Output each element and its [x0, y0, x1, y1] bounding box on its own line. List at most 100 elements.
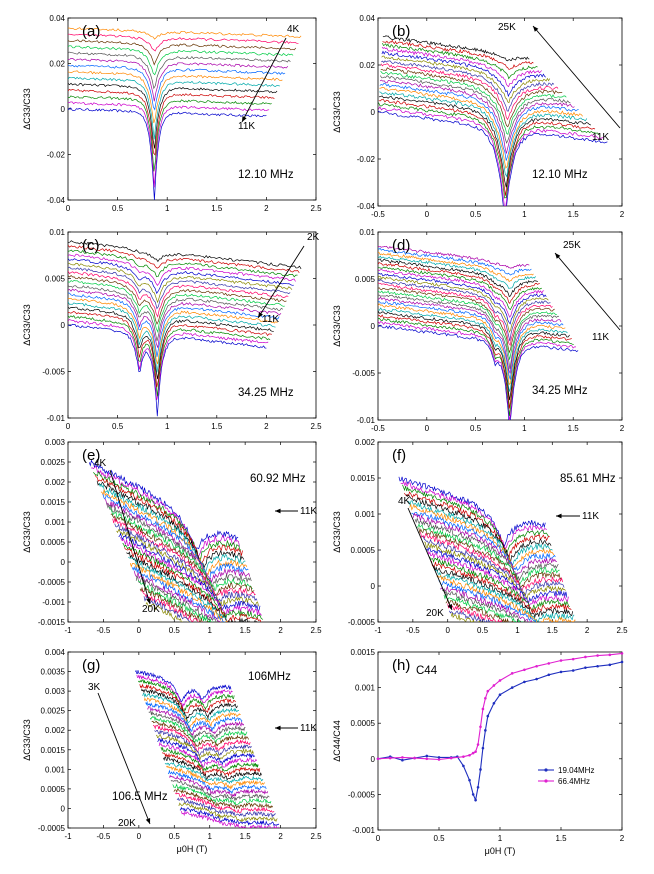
series-line	[409, 503, 555, 570]
y-tick-label: -0.0015	[38, 618, 66, 627]
arrow-line	[407, 507, 453, 611]
series-line	[68, 33, 299, 52]
series-line	[414, 517, 559, 582]
series-line	[378, 272, 547, 325]
x-tick-label: 1.5	[547, 626, 559, 635]
frequency-label: 106MHz	[248, 671, 291, 683]
data-point	[535, 677, 538, 681]
data-point	[468, 778, 471, 782]
series-line	[68, 76, 280, 140]
data-point	[401, 758, 404, 762]
series-line	[378, 279, 551, 342]
series-line	[443, 594, 523, 622]
data-point	[462, 764, 465, 768]
x-tick-label: 0	[425, 210, 430, 219]
y-tick-label: 0.005	[45, 275, 66, 284]
chart-panel-a: 0 0.5 1 1.5 2 2.5 -0.04 -0.02 0 0.02 0.04 ΔC33/C33 (…	[22, 14, 322, 213]
x-tick-label: 1	[165, 422, 170, 431]
series-line	[381, 50, 546, 98]
series-line	[141, 589, 204, 622]
y-axis-label: ΔC33/C33	[22, 88, 32, 130]
data-point	[486, 689, 490, 693]
x-tick-label: -0.5	[371, 210, 385, 219]
temperature-high-label: 4K	[94, 458, 107, 469]
series-line	[378, 317, 574, 417]
data-point	[559, 670, 563, 674]
series-line	[436, 574, 576, 622]
series-line	[425, 547, 568, 604]
panel-label: (f)	[392, 447, 406, 464]
y-tick-label: -0.04	[357, 202, 376, 211]
series-line	[147, 706, 245, 737]
series-line	[142, 692, 240, 724]
legend-entry: 19.04MHz	[558, 766, 594, 775]
temperature-high-label: 25K	[563, 240, 581, 251]
y-axis-label: ΔC33/C33	[332, 305, 342, 347]
x-tick-label: -1	[64, 626, 72, 635]
series-line	[157, 737, 256, 766]
y-tick-label: 0	[61, 105, 66, 114]
y-tick-label: 0.01	[359, 228, 375, 237]
data-point	[376, 757, 380, 761]
x-tick-label: 2.5	[310, 422, 322, 431]
data-point	[449, 756, 453, 760]
panel-label: (h)	[392, 657, 410, 674]
series-line	[172, 783, 272, 806]
data-point	[571, 669, 575, 672]
x-tick-label: 1	[515, 626, 520, 635]
series-line	[378, 110, 608, 206]
series-line	[163, 756, 262, 781]
x-tick-label: 2.5	[310, 832, 322, 841]
series-line	[379, 79, 575, 154]
y-tick-label: -0.0005	[348, 618, 376, 627]
series-line	[116, 528, 259, 607]
arrow-line	[241, 37, 287, 123]
series-line	[412, 512, 557, 577]
series-line	[450, 612, 484, 622]
arrow-line	[109, 469, 151, 605]
chart-panel-e: -1 -0.5 0 0.5 1 1.5 2 2.5 -0.0015 -0.001 -0.0005 0 0…	[22, 438, 322, 635]
x-tick-label: 0.5	[112, 204, 124, 213]
series-line	[382, 39, 534, 70]
series-line	[161, 752, 261, 777]
series-line	[442, 588, 526, 622]
chart-panel-f: -1 -0.5 0 0.5 1 1.5 2 2.5 -0.0005 0 0.0005 0.001 0.0…	[332, 438, 628, 635]
x-tick-label: 1	[165, 204, 170, 213]
x-tick-label: 0	[66, 204, 71, 213]
series-line	[68, 279, 285, 333]
series-line	[68, 292, 280, 357]
x-tick-label: 2.5	[310, 204, 322, 213]
legend-entry: 66.4MHz	[558, 777, 590, 786]
series-line	[379, 82, 579, 161]
arrow-head	[275, 725, 281, 731]
series-line	[167, 769, 267, 794]
series-line	[405, 494, 552, 564]
arrow-line	[554, 252, 621, 331]
series-line	[68, 64, 286, 111]
series-line	[108, 507, 253, 591]
data-point	[474, 750, 477, 753]
series-line	[68, 244, 300, 274]
x-tick-label: 0.5	[112, 422, 124, 431]
data-point	[510, 672, 514, 675]
data-point	[437, 756, 441, 759]
y-tick-label: -0.01	[47, 414, 66, 423]
series-line	[449, 610, 493, 622]
chart-panel-h: 0 0.5 1 1.5 2 -0.001 -0.0005 0 0.0005 0.001 0.0015…	[332, 648, 625, 856]
x-tick-label: 0.5	[433, 834, 445, 843]
data-point	[484, 696, 487, 700]
arrow-head	[258, 312, 263, 318]
data-point	[471, 751, 475, 755]
series-line	[378, 287, 555, 354]
series-group	[135, 669, 280, 828]
x-tick-label: 0.5	[477, 626, 489, 635]
panel-label: (a)	[82, 23, 100, 40]
series-line	[91, 465, 240, 558]
legend-marker	[544, 768, 548, 772]
y-tick-label: 0.0025	[41, 458, 66, 467]
series-group	[398, 476, 576, 622]
series-line	[68, 288, 282, 348]
y-tick-label: 0.02	[49, 60, 65, 69]
y-tick-label: 0.002	[45, 726, 66, 735]
series-line	[143, 595, 194, 622]
